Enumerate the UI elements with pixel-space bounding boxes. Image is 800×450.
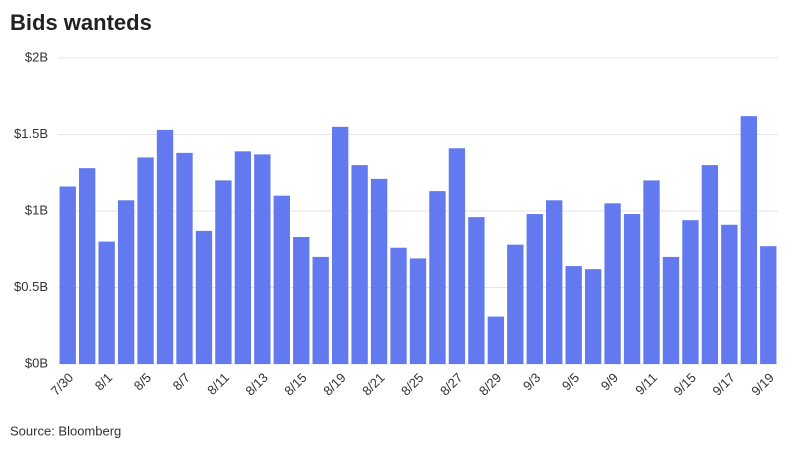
bar <box>584 269 602 364</box>
bar <box>215 180 232 364</box>
bar <box>526 214 543 364</box>
x-tick-label: 8/5 <box>131 370 154 393</box>
bar <box>331 126 349 364</box>
x-tick-label: 8/29 <box>476 370 505 399</box>
x-tick-label: 8/1 <box>92 370 115 393</box>
bar <box>701 165 719 364</box>
bar <box>390 247 407 364</box>
bar <box>254 154 271 364</box>
bar <box>137 157 154 364</box>
bar <box>312 256 329 364</box>
x-tick-label: 9/11 <box>632 370 660 398</box>
bar <box>682 220 699 364</box>
x-tick-label: 7/30 <box>48 370 77 399</box>
bar <box>195 230 213 364</box>
bar <box>370 178 388 364</box>
bar <box>468 217 485 364</box>
chart-title: Bids wanteds <box>10 10 152 35</box>
bar <box>740 116 757 364</box>
y-tick-label: $1.5B <box>14 126 48 141</box>
source: Source: Bloomberg <box>10 423 121 438</box>
bar <box>546 200 563 364</box>
x-tick-label: 9/17 <box>709 370 738 399</box>
bar <box>721 224 738 364</box>
y-tick-label: $0.5B <box>14 279 48 294</box>
bar <box>79 168 96 364</box>
y-tick-label: $0B <box>25 355 48 370</box>
x-tick-label: 8/11 <box>204 370 232 398</box>
bar <box>662 256 680 364</box>
bar <box>604 203 621 364</box>
bar <box>293 237 310 364</box>
bar <box>409 258 427 364</box>
y-tick-label: $1B <box>25 202 48 217</box>
x-tick-label: 8/21 <box>359 370 388 399</box>
bar <box>59 186 76 364</box>
x-tick-label: 9/9 <box>598 370 621 393</box>
x-tick-label: 9/5 <box>559 370 582 393</box>
bar <box>117 200 135 364</box>
bar <box>429 191 446 364</box>
x-tick-label: 9/19 <box>748 370 777 399</box>
bar <box>176 152 193 364</box>
bar <box>565 266 582 364</box>
bar <box>273 195 290 364</box>
bar <box>98 241 115 364</box>
bar <box>234 151 252 364</box>
x-tick-label: 8/15 <box>281 370 310 399</box>
x-tick-label: 8/7 <box>170 370 193 393</box>
bar <box>448 148 466 364</box>
bar <box>623 214 641 364</box>
bar <box>487 316 505 364</box>
x-tick-label: 8/25 <box>398 370 427 399</box>
x-tick-label: 9/15 <box>670 370 699 399</box>
bar <box>351 165 368 364</box>
x-tick-label: 8/13 <box>242 370 271 399</box>
bar <box>760 246 777 364</box>
x-tick-label: 9/3 <box>520 370 543 393</box>
x-tick-label: 8/19 <box>320 370 349 399</box>
y-tick-label: $2B <box>25 49 48 64</box>
bar <box>507 244 524 364</box>
bar <box>156 129 174 364</box>
bar <box>643 180 660 364</box>
x-tick-label: 8/27 <box>437 370 466 399</box>
